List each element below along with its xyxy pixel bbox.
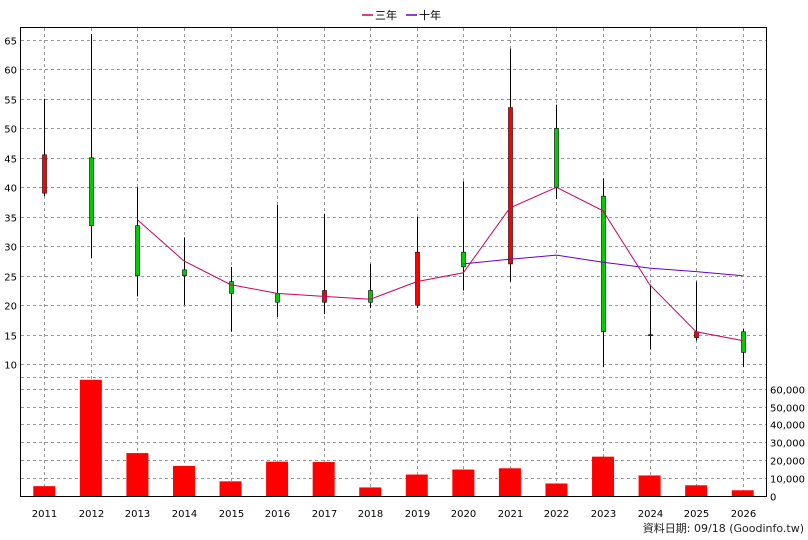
- year-tick-label: 2012: [79, 509, 104, 520]
- year-tick-label: 2022: [544, 509, 569, 520]
- volume-bar-2025: [685, 485, 708, 496]
- plot-frame: [20, 27, 767, 497]
- volume-bar-2023: [592, 456, 615, 496]
- price-tick-label: 45: [4, 155, 17, 166]
- volume-tick-label: 10,000: [770, 475, 805, 486]
- year-tick-label: 2024: [638, 509, 663, 520]
- volume-bars: [33, 379, 754, 496]
- year-tick-label: 2014: [172, 509, 197, 520]
- year-tick-label: 2026: [731, 509, 756, 520]
- candle-body-2019: [415, 251, 420, 306]
- volume-bar-2016: [266, 461, 289, 496]
- candle-body-2013: [135, 225, 140, 277]
- price-tick-label: 20: [4, 302, 17, 313]
- price-tick-label: 40: [4, 184, 17, 195]
- price-tick-label: 60: [4, 66, 17, 77]
- price-tick-label: 10: [4, 361, 17, 372]
- candle-body-2026: [741, 331, 746, 353]
- candle-body-2011: [42, 154, 47, 194]
- price-tick-label: 50: [4, 125, 17, 136]
- volume-bar-2019: [405, 474, 428, 496]
- year-tick-label: 2023: [591, 509, 616, 520]
- volume-bar-2021: [498, 468, 521, 496]
- price-tick-label: 55: [4, 96, 17, 107]
- volume-axis: 0 10,000 20,000 30,000 40,000 50,000 60,000: [770, 386, 805, 504]
- volume-tick-label: 40,000: [770, 421, 805, 432]
- year-tick-label: 2021: [498, 509, 523, 520]
- candle-body-2023: [601, 195, 606, 333]
- volume-tick-label: 50,000: [770, 404, 805, 415]
- year-tick-label: 2020: [451, 509, 476, 520]
- volume-bar-2026: [731, 490, 754, 496]
- candle-body-2015: [229, 281, 234, 294]
- average-lines: [137, 186, 743, 342]
- legend: 三年 十年: [362, 8, 441, 22]
- price-tick-label: 25: [4, 273, 17, 284]
- legend-label-10yr: 十年: [419, 8, 441, 22]
- volume-tick-label: 20,000: [770, 457, 805, 468]
- price-tick-label: 15: [4, 332, 17, 343]
- line-3yr: [137, 186, 743, 342]
- volume-tick-label: 30,000: [770, 439, 805, 450]
- price-axis: 10 15 20 25 30 35 40 45 50 55 60 65: [4, 37, 17, 372]
- year-tick-label: 2013: [125, 509, 150, 520]
- year-tick-label: 2016: [265, 509, 290, 520]
- year-tick-label: 2011: [32, 509, 57, 520]
- volume-bar-2015: [219, 481, 242, 496]
- volume-bar-2012: [79, 379, 102, 496]
- year-tick-label: 2025: [684, 509, 709, 520]
- data-date-footer: 資料日期: 09/18 (Goodinfo.tw): [643, 521, 804, 535]
- volume-tick-label: 60,000: [770, 386, 805, 397]
- candle-body-2012: [89, 157, 94, 226]
- volume-bar-2017: [312, 462, 335, 496]
- volume-bar-2020: [452, 469, 475, 496]
- volume-bar-2013: [126, 453, 149, 496]
- year-tick-label: 2017: [312, 509, 337, 520]
- volume-bar-2024: [638, 475, 661, 496]
- year-tick-label: 2015: [219, 509, 244, 520]
- candle-body-2018: [368, 290, 373, 303]
- volume-tick-label: 0: [770, 493, 776, 504]
- price-tick-label: 65: [4, 37, 17, 48]
- candle-body-2021: [508, 107, 513, 265]
- volume-bar-2011: [33, 486, 56, 496]
- volume-bar-2014: [172, 465, 195, 496]
- legend-label-3yr: 三年: [375, 8, 397, 22]
- candle-body-2016: [275, 293, 280, 303]
- year-tick-label: 2018: [358, 509, 383, 520]
- candle-body-2025: [694, 331, 699, 338]
- volume-bar-2022: [545, 483, 568, 496]
- price-tick-label: 35: [4, 214, 17, 225]
- volume-bar-2018: [359, 487, 382, 496]
- x-axis: 2011 2012 2013 2014 2015 2016 2017 2018 2019 2020…: [32, 509, 756, 520]
- price-tick-label: 30: [4, 243, 17, 254]
- candle-body-2014: [182, 269, 187, 277]
- year-tick-label: 2019: [405, 509, 430, 520]
- candle-body-2024: [648, 334, 653, 337]
- candle-body-2022: [554, 127, 559, 188]
- line-10yr: [463, 254, 743, 277]
- candle-body-2020: [461, 251, 466, 268]
